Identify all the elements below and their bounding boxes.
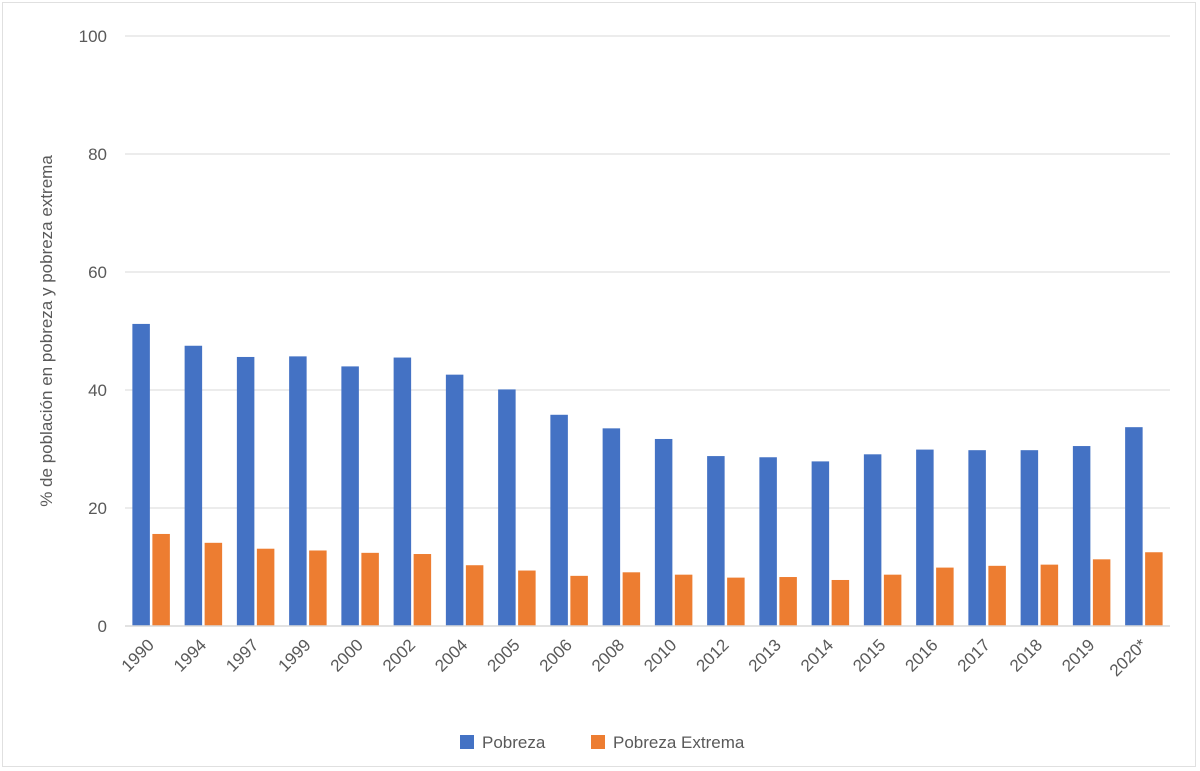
bar-pobreza-extrema [1040, 564, 1059, 626]
bar-pobreza-extrema [518, 570, 536, 626]
legend-label-pobreza: Pobreza [482, 733, 546, 752]
x-tick-label: 2004 [431, 635, 471, 675]
bar-pobreza-extrema [413, 554, 432, 626]
bar-pobreza [341, 366, 359, 626]
x-tick-label: 2017 [954, 635, 994, 675]
bar-pobreza-extrema [883, 574, 902, 626]
x-tick-label: 2012 [693, 635, 733, 675]
bar-pobreza-extrema [936, 567, 954, 626]
x-tick-label: 1990 [118, 635, 158, 675]
legend: Pobreza Pobreza Extrema [460, 733, 745, 752]
bar-pobreza-extrema [256, 548, 275, 626]
legend-swatch-pobreza [460, 735, 474, 749]
y-axis-title: % de población en pobreza y pobreza extr… [37, 155, 56, 507]
bar-pobreza-extrema [204, 542, 223, 626]
x-axis-ticks: 1990 1994 1997 1999 2000 2002 2004 2005 2006 2008… [118, 635, 1151, 680]
bar-pobreza-extrema [152, 533, 170, 626]
bar-pobreza [1020, 450, 1039, 626]
bar-pobreza [759, 457, 777, 626]
x-tick-label: 1997 [222, 635, 262, 675]
x-tick-label: 2016 [902, 635, 942, 675]
y-tick-label: 100 [79, 27, 107, 46]
x-tick-label: 2020* [1106, 635, 1151, 680]
bar-pobreza [498, 389, 516, 626]
x-tick-label: 2005 [484, 635, 524, 675]
bar-pobreza [602, 428, 621, 626]
x-tick-label: 2015 [849, 635, 889, 675]
bar-pobreza-extrema [570, 575, 588, 626]
x-tick-label: 2006 [536, 635, 576, 675]
bar-pobreza-extrema [727, 577, 745, 626]
x-tick-label: 2010 [640, 635, 680, 675]
bar-pobreza-extrema [465, 565, 484, 626]
x-tick-label: 2018 [1006, 635, 1046, 675]
bar-pobreza-extrema [831, 579, 850, 626]
legend-swatch-pobreza-extrema [591, 735, 605, 749]
bar-pobreza [289, 356, 307, 626]
bar-pobreza-extrema [309, 550, 327, 626]
legend-label-pobreza-extrema: Pobreza Extrema [613, 733, 745, 752]
bar-pobreza [1125, 427, 1143, 626]
y-axis-ticks: 0 20 40 60 80 100 [79, 27, 107, 636]
bar-pobreza-extrema [1145, 552, 1163, 626]
y-tick-label: 40 [88, 381, 107, 400]
bars [132, 323, 1163, 626]
bar-pobreza [811, 461, 830, 626]
bar-pobreza [132, 323, 150, 626]
y-tick-label: 80 [88, 145, 107, 164]
bar-pobreza-extrema [988, 565, 1006, 626]
x-tick-label: 2019 [1058, 635, 1098, 675]
bar-pobreza [916, 449, 934, 626]
x-tick-label: 2002 [379, 635, 419, 675]
bar-pobreza [550, 414, 568, 626]
bar-pobreza [236, 356, 255, 626]
bar-pobreza [968, 450, 986, 626]
x-tick-label: 2013 [745, 635, 785, 675]
bar-pobreza [654, 438, 673, 626]
x-tick-label: 1994 [170, 635, 210, 675]
x-tick-label: 2014 [797, 635, 837, 675]
y-tick-label: 60 [88, 263, 107, 282]
bar-pobreza-extrema [361, 552, 379, 626]
bar-pobreza [863, 454, 882, 626]
x-tick-label: 1999 [275, 635, 315, 675]
y-tick-label: 20 [88, 499, 107, 518]
x-tick-label: 2008 [588, 635, 628, 675]
x-tick-label: 2000 [327, 635, 367, 675]
bar-pobreza-extrema [779, 577, 797, 626]
bar-pobreza [1072, 446, 1091, 626]
bar-pobreza-extrema [1092, 559, 1111, 626]
bar-pobreza-extrema [674, 574, 693, 626]
bar-pobreza [393, 357, 412, 626]
gridlines [125, 35, 1170, 509]
y-tick-label: 0 [98, 617, 107, 636]
bar-pobreza-extrema [622, 572, 641, 626]
bar-pobreza [184, 345, 203, 626]
bar-pobreza [707, 456, 725, 626]
bar-pobreza [445, 374, 464, 626]
